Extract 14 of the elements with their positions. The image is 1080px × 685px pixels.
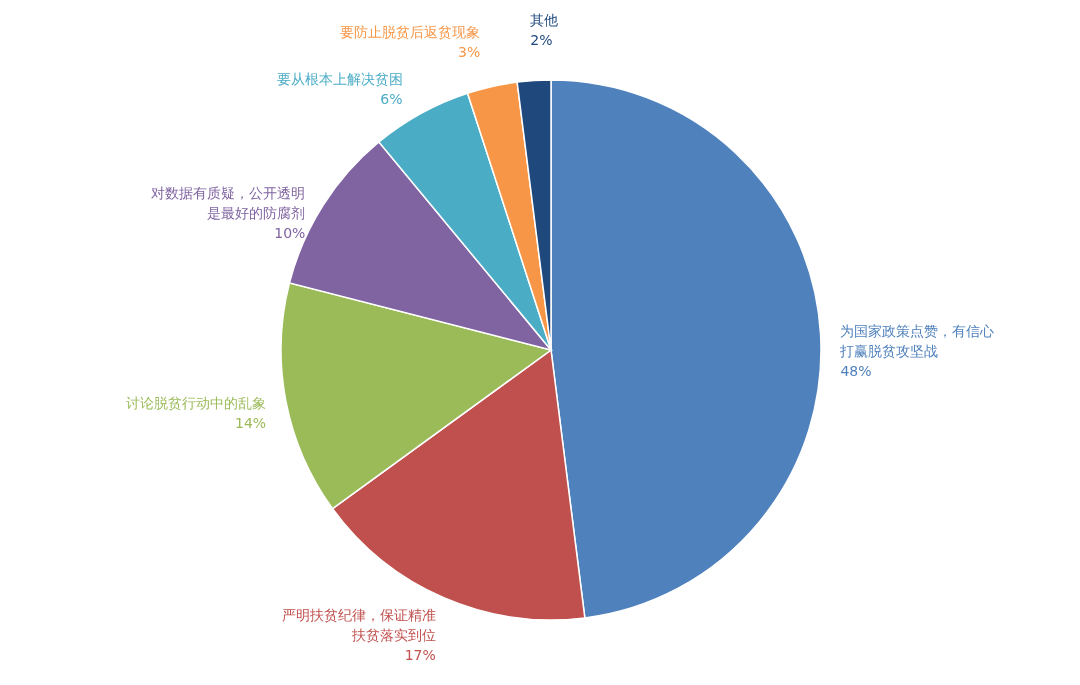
- slice-label: 讨论脱贫行动中的乱象: [126, 395, 267, 412]
- data-label: 6%: [380, 91, 403, 107]
- data-label: 17%: [404, 647, 436, 664]
- data-label: 48%: [840, 362, 872, 379]
- slice-label: 其他: [530, 12, 559, 29]
- data-label: 2%: [530, 32, 553, 49]
- slice-label: 严明扶贫纪律，保证精准扶贫落实到位: [281, 607, 436, 644]
- data-label: 3%: [457, 44, 481, 61]
- slice-label: 要从根本上解决贫困: [276, 71, 403, 87]
- slice-label: 要防止脱贫后返贫现象: [340, 24, 481, 41]
- data-label: 10%: [274, 225, 306, 242]
- data-label: 14%: [235, 415, 267, 432]
- slice-label: 为国家政策点赞，有信心打赢脱贫攻坚战: [839, 322, 995, 359]
- slice-label: 对数据有质疑，公开透明是最好的防腐剂: [151, 185, 306, 222]
